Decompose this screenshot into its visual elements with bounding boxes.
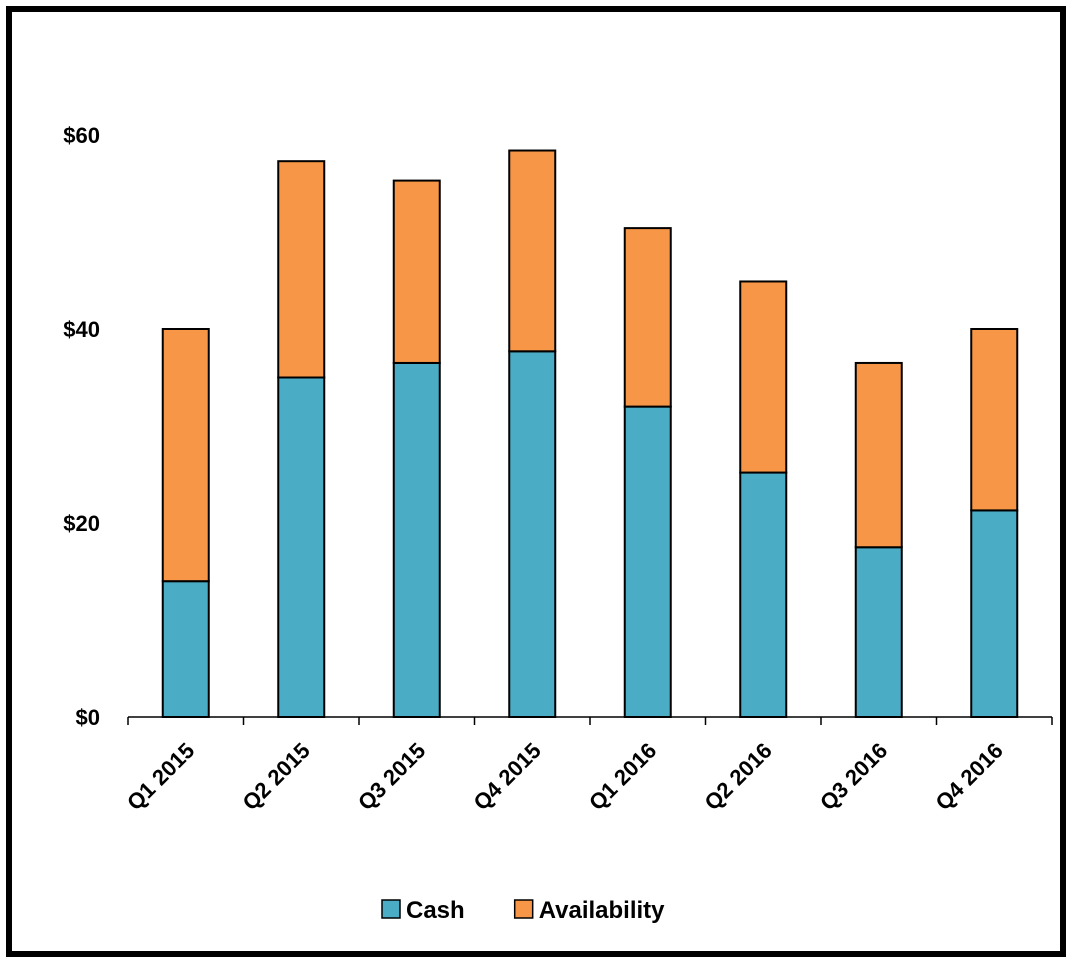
x-tick-label-4: Q1 2016 (584, 738, 661, 815)
legend: Cash Availability (381, 897, 665, 924)
bar-availability-7 (970, 328, 1019, 512)
x-tick-label-2: Q3 2015 (353, 738, 430, 815)
bar-cash-3 (508, 350, 557, 718)
bar-cash-0 (161, 580, 210, 719)
bar-cash-7 (970, 509, 1019, 719)
x-tick-label-1: Q2 2015 (237, 738, 314, 815)
legend-label-cash: Cash (406, 897, 465, 924)
bar-availability-0 (161, 328, 210, 583)
bar-cash-4 (623, 405, 672, 718)
bar-cash-5 (739, 471, 788, 718)
bar-availability-6 (854, 361, 903, 549)
bar-cash-1 (277, 376, 326, 718)
bars-layer (161, 149, 1019, 719)
y-tick-label-3: $60 (63, 123, 100, 148)
bar-availability-1 (277, 160, 326, 379)
axes-layer: $0 $20 $40 $60 Q1 2015 Q2 2015 Q3 2015 Q4 2015 Q… (63, 123, 1053, 815)
bar-cash-6 (854, 546, 903, 718)
bar-availability-4 (623, 227, 672, 408)
x-tick-label-5: Q2 2016 (699, 738, 776, 815)
bar-cash-2 (392, 361, 441, 718)
y-tick-label-1: $20 (63, 511, 100, 536)
bar-availability-3 (508, 149, 557, 353)
legend-swatch-availability (513, 899, 534, 919)
bar-availability-5 (739, 280, 788, 474)
y-tick-label-0: $0 (76, 705, 100, 730)
x-tick-label-0: Q1 2015 (122, 738, 199, 815)
y-tick-label-2: $40 (63, 317, 100, 342)
legend-label-availability: Availability (539, 897, 665, 924)
x-tick-label-7: Q4 2016 (930, 738, 1007, 815)
bar-availability-2 (392, 179, 441, 364)
x-tick-label-6: Q3 2016 (815, 738, 892, 815)
legend-swatch-cash (381, 899, 401, 919)
x-tick-label-3: Q4 2015 (468, 738, 545, 815)
